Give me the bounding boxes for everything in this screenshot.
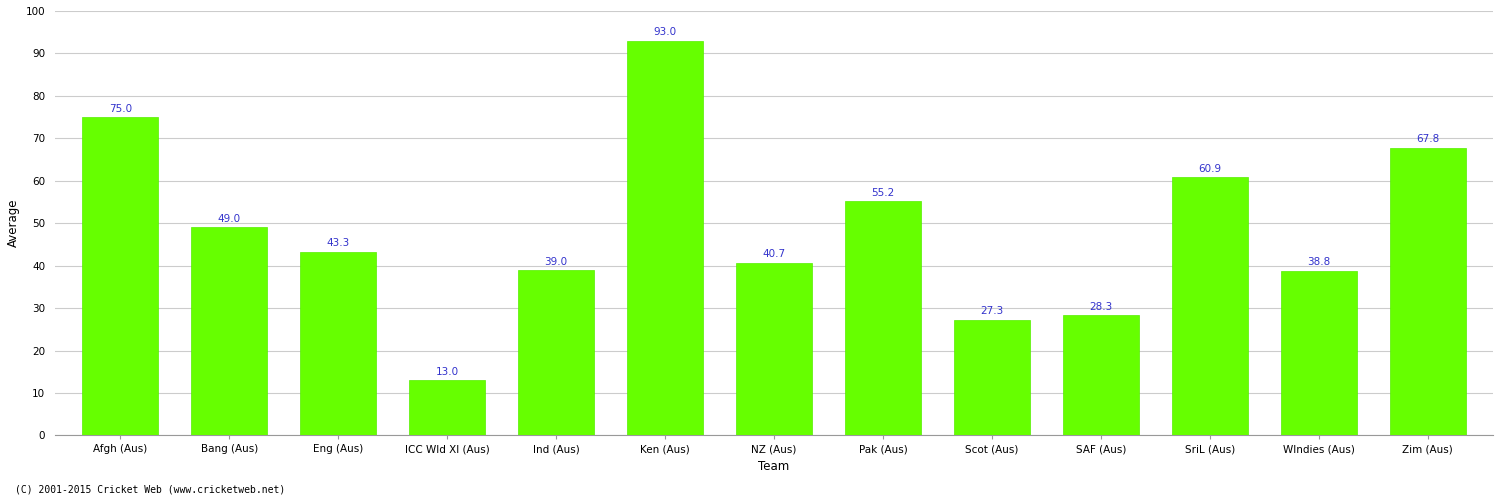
Bar [518,270,594,436]
Bar [627,40,704,436]
Text: 27.3: 27.3 [980,306,1004,316]
Bar [1281,271,1358,436]
Bar [82,117,159,436]
Bar [190,228,267,436]
Text: 55.2: 55.2 [871,188,894,198]
Bar [300,252,376,436]
Text: 75.0: 75.0 [108,104,132,114]
Bar [1062,316,1138,436]
Text: (C) 2001-2015 Cricket Web (www.cricketweb.net): (C) 2001-2015 Cricket Web (www.cricketwe… [15,485,285,495]
X-axis label: Team: Team [759,460,789,473]
Text: 13.0: 13.0 [435,367,459,377]
Bar [410,380,485,436]
Bar [736,262,812,436]
Text: 28.3: 28.3 [1089,302,1113,312]
Text: 67.8: 67.8 [1416,134,1440,144]
Bar [1172,177,1248,436]
Bar [1389,148,1466,436]
Y-axis label: Average: Average [8,199,20,248]
Text: 38.8: 38.8 [1306,258,1330,268]
Text: 39.0: 39.0 [544,256,567,266]
Text: 60.9: 60.9 [1198,164,1221,173]
Text: 40.7: 40.7 [762,250,786,260]
Text: 93.0: 93.0 [654,28,676,38]
Bar [844,201,921,436]
Bar [954,320,1030,436]
Text: 49.0: 49.0 [217,214,240,224]
Text: 43.3: 43.3 [327,238,350,248]
